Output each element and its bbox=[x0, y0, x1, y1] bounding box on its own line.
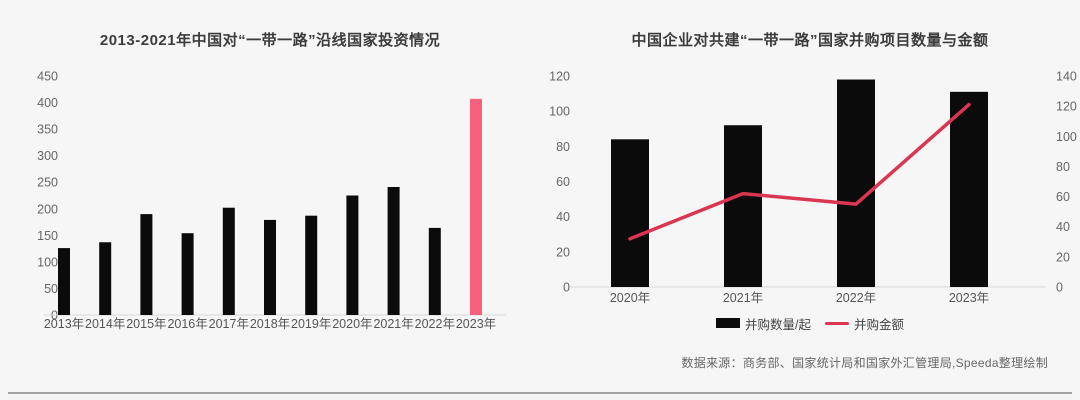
bottom-divider bbox=[8, 392, 1072, 394]
bri-investment-bar-chart-plot: 0501001502002503003504004502013年2014年201… bbox=[37, 70, 506, 331]
bar-2015年 bbox=[140, 214, 153, 315]
legend-item-deal-count: 并购数量/起 bbox=[716, 314, 811, 333]
x-axis-tick-label: 2023年 bbox=[949, 291, 989, 305]
bar-2016年 bbox=[181, 233, 194, 315]
left-y-axis-tick-label: 60 bbox=[556, 175, 570, 189]
y-axis-tick-label: 450 bbox=[37, 70, 58, 84]
bar-2019年 bbox=[305, 215, 318, 315]
x-axis-tick-label: 2022年 bbox=[836, 291, 876, 305]
left-y-axis-tick-label: 100 bbox=[549, 105, 570, 119]
chart-title: 中国企业对共建“一带一路”国家并购项目数量与金额 bbox=[631, 32, 989, 49]
right-y-axis-tick-label: 40 bbox=[1056, 220, 1070, 234]
y-axis-tick-label: 200 bbox=[37, 202, 58, 216]
left-y-axis-tick-label: 120 bbox=[549, 70, 570, 84]
bar-series-swatch-icon bbox=[716, 318, 740, 328]
chart-legend: 并购数量/起 并购金额 bbox=[540, 310, 1080, 336]
left-y-axis-tick-label: 80 bbox=[556, 140, 570, 154]
x-axis-tick-label: 2019年 bbox=[291, 317, 331, 331]
x-axis-tick-label: 2020年 bbox=[610, 291, 650, 305]
ma-deals-combo-chart-plot: 0 20 40 60 80 100 120 0 20 40 60 80 100 120 140 2020年 20… bbox=[549, 70, 1077, 306]
bar-2018年 bbox=[264, 219, 276, 315]
bar-2021年 bbox=[724, 125, 762, 287]
x-axis-tick-label: 2014年 bbox=[85, 317, 125, 331]
right-y-axis-tick-label: 20 bbox=[1056, 250, 1070, 264]
legend-item-deal-value: 并购金额 bbox=[824, 314, 904, 333]
y-axis-tick-label: 300 bbox=[37, 149, 58, 163]
bar-2014年 bbox=[99, 242, 112, 315]
right-y-axis-tick-label: 100 bbox=[1056, 130, 1077, 144]
bar-2020年 bbox=[611, 139, 649, 287]
bar-2013年 bbox=[58, 248, 70, 315]
right-y-axis-tick-label: 0 bbox=[1056, 281, 1063, 295]
x-axis-tick-label: 2017年 bbox=[209, 317, 249, 331]
chart-title: 2013-2021年中国对“一带一路”沿线国家投资情况 bbox=[99, 32, 441, 49]
right-y-axis-tick-label: 120 bbox=[1056, 100, 1077, 114]
ma-deals-combo-chart: 中国企业对共建“一带一路”国家并购项目数量与金额 0 20 40 60 80 100 120… bbox=[540, 30, 1080, 336]
x-axis-tick-label: 2020年 bbox=[332, 317, 372, 331]
left-y-axis-tick-label: 40 bbox=[556, 210, 570, 224]
y-axis-tick-label: 350 bbox=[37, 123, 58, 137]
line-series-swatch-icon bbox=[824, 321, 849, 325]
bar-2023年 bbox=[470, 98, 482, 316]
bar-2022年 bbox=[837, 79, 875, 287]
x-axis-tick-label: 2021年 bbox=[723, 291, 763, 305]
y-axis-tick-label: 150 bbox=[37, 229, 58, 243]
x-axis-tick-label: 2016年 bbox=[167, 317, 207, 331]
right-y-axis-tick-label: 140 bbox=[1056, 70, 1077, 84]
legend-label: 并购金额 bbox=[853, 317, 904, 332]
x-axis-tick-label: 2023年 bbox=[456, 317, 496, 331]
x-axis-tick-label: 2022年 bbox=[415, 317, 455, 331]
x-axis-tick-label: 2015年 bbox=[126, 317, 166, 331]
y-axis-tick-label: 250 bbox=[37, 176, 58, 190]
x-axis-tick-label: 2018年 bbox=[250, 317, 290, 331]
x-axis-tick-label: 2013年 bbox=[44, 317, 84, 331]
legend-label: 并购数量/起 bbox=[745, 317, 811, 332]
bar-2022年 bbox=[428, 227, 441, 315]
y-axis-tick-label: 50 bbox=[44, 282, 58, 296]
bar-2020年 bbox=[346, 195, 359, 315]
y-axis-tick-label: 100 bbox=[37, 255, 58, 269]
line-series bbox=[628, 102, 971, 241]
bar-2017年 bbox=[222, 207, 235, 315]
right-y-axis-tick-label: 60 bbox=[1056, 190, 1070, 204]
x-axis-tick-label: 2021年 bbox=[373, 317, 413, 331]
bri-investment-bar-chart: 2013-2021年中国对“一带一路”沿线国家投资情况 050100150200… bbox=[20, 30, 520, 342]
left-y-axis-tick-label: 20 bbox=[556, 245, 570, 259]
y-axis-tick-label: 400 bbox=[37, 96, 58, 110]
left-y-axis-tick-label: 0 bbox=[563, 281, 570, 295]
bar-2023年 bbox=[950, 91, 988, 287]
right-y-axis-tick-label: 80 bbox=[1056, 160, 1070, 174]
data-source-note: 数据来源：商务部、国家统计局和国家外汇管理局,Speeda整理绘制 bbox=[681, 356, 1048, 370]
bar-2021年 bbox=[387, 187, 400, 315]
